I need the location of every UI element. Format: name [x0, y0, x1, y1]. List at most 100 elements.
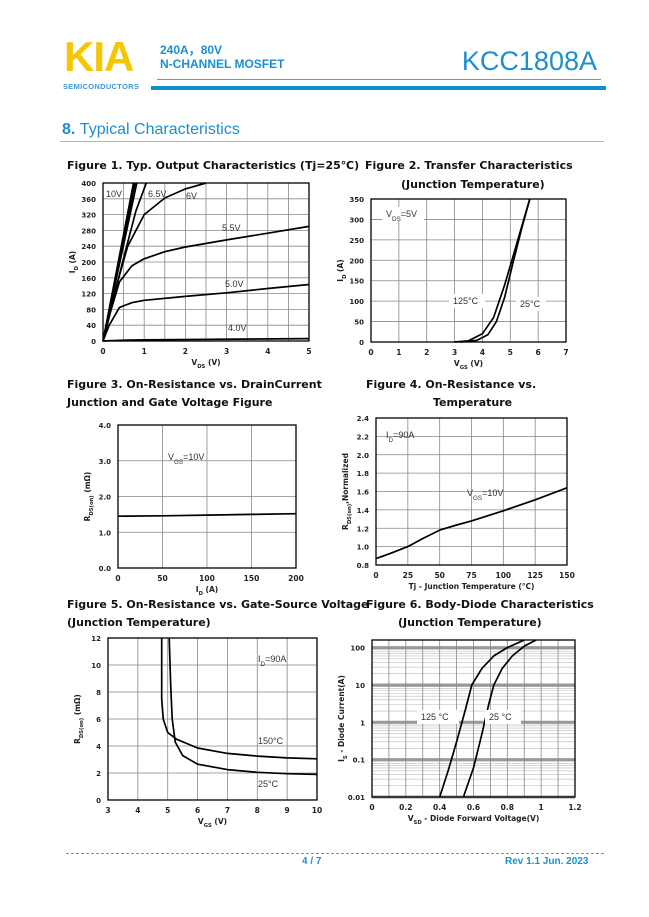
series-line: [460, 198, 531, 343]
chart-annotation-main: V: [168, 452, 174, 462]
y-tick-label: 200: [349, 257, 364, 265]
chart-annotation: 6.5V: [148, 189, 167, 199]
plot-border: [371, 639, 576, 798]
chart-annotation-subscript: D: [389, 437, 394, 444]
x-tick-label: 3: [105, 806, 110, 815]
logo-subtitle: SEMICONDUCTORS: [63, 82, 140, 91]
chart-annotation-subscript: D: [261, 661, 266, 668]
y-axis-label-suffix: (A): [336, 259, 345, 274]
y-tick-label: 0.8: [357, 562, 370, 570]
x-tick-label: 1.2: [568, 803, 581, 812]
x-axis-label: VGS (V): [454, 359, 483, 371]
x-tick-label: 2: [424, 348, 429, 357]
y-tick-label: 80: [86, 306, 96, 314]
y-tick-label: 0.01: [348, 794, 365, 802]
chart-annotation-main: 125°C: [453, 296, 479, 306]
figure-6-title: Figure 6. Body-Diode Characteristics: [366, 598, 594, 611]
x-tick-label: 0: [368, 348, 373, 357]
y-tick-label: 350: [349, 196, 364, 204]
y-tick-label: 100: [350, 645, 365, 653]
y-tick-label: 0: [91, 338, 96, 346]
x-tick-label: 100: [496, 571, 512, 580]
chart-annotation-main: 25°C: [258, 779, 279, 789]
chart-annotation-main: V: [467, 488, 473, 498]
figure-1-chart: 0 1 2 3 4 5 0 40 80 120 160 200 240 280 320 360 400 VDS (…: [68, 180, 312, 370]
figure-3-subtitle: Junction and Gate Voltage Figure: [67, 396, 273, 409]
spec-type: N-CHANNEL MOSFET: [160, 57, 285, 71]
y-tick-label: 3.0: [99, 458, 112, 466]
chart-annotation-suffix: =10V: [183, 452, 204, 462]
section-number: 8.: [62, 121, 76, 138]
x-axis-label-suffix: (V): [468, 359, 483, 368]
x-tick-label: 6: [536, 348, 541, 357]
y-tick-label: 320: [81, 212, 96, 220]
x-axis-label-suffix: (V): [205, 358, 220, 367]
chart-annotation: 6V: [186, 191, 197, 201]
x-tick-label: 9: [285, 806, 290, 815]
x-axis-label: VDS (V): [191, 358, 220, 370]
y-tick-label: 1: [360, 719, 365, 727]
plot-border: [107, 637, 318, 801]
y-tick-label: 280: [81, 227, 96, 235]
x-tick-label: 6: [195, 806, 200, 815]
y-tick-label: 12: [91, 635, 101, 643]
y-tick-label: 120: [81, 291, 96, 299]
x-tick-label: 5: [165, 806, 170, 815]
x-axis-label: Tj - Junction Temperature (°C): [409, 582, 535, 591]
y-tick-label: 250: [349, 237, 364, 245]
plot-border: [117, 424, 297, 569]
y-tick-label: 200: [81, 259, 96, 267]
chart-annotation: 5.0V: [225, 279, 244, 289]
chart-annotation-suffix: =5V: [401, 209, 417, 219]
x-axis-label-main: Tj - Junction Temperature (°C): [409, 582, 535, 591]
y-axis-label-main: R: [341, 524, 350, 530]
x-tick-label: 0: [373, 571, 378, 580]
y-axis-label: ID (A): [336, 259, 348, 281]
x-tick-label: 0: [369, 803, 374, 812]
section-underline: [60, 141, 604, 142]
x-axis-label: VSD - Diode Forward Voltage(V): [408, 814, 540, 826]
y-axis-label-main: I: [337, 759, 346, 762]
footer-divider: [66, 853, 604, 854]
x-axis-label-main: V: [408, 814, 414, 823]
annotation-background: [382, 207, 424, 221]
chart-annotation-suffix: =90A: [393, 430, 414, 440]
chart-annotation-main: I: [386, 430, 389, 440]
revision-date: Rev 1.1 Jun. 2023: [505, 856, 589, 867]
chart-annotation-main: 6.5V: [148, 189, 167, 199]
y-tick-label: 240: [81, 243, 96, 251]
series-line: [102, 182, 207, 342]
x-axis-label-subscript: DS: [197, 364, 205, 370]
series-line: [117, 512, 297, 518]
y-tick-label: 1.4: [357, 507, 370, 515]
x-tick-label: 0.6: [467, 803, 480, 812]
figure-6-subtitle: (Junction Temperature): [398, 616, 542, 629]
figure-6-chart: 0 0.2 0.4 0.6 0.8 1 1.2 0.01 0.1 1 10 100 VSD - Diod…: [337, 639, 582, 826]
x-tick-label: 5: [508, 348, 513, 357]
figure-4-subtitle: Temperature: [433, 396, 513, 409]
x-axis-label-subscript: SD: [414, 820, 423, 826]
y-axis-label-suffix: - Diode Current(A): [337, 675, 346, 755]
y-axis-label-subscript: D: [74, 265, 80, 270]
figure-5-title: Figure 5. On-Resistance vs. Gate-Source …: [67, 598, 369, 611]
x-axis-label: ID (A): [196, 585, 218, 597]
y-tick-label: 160: [81, 275, 96, 283]
y-tick-label: 0: [96, 797, 101, 805]
chart-annotation: ID=90A: [258, 654, 286, 668]
x-axis-label-main: V: [191, 358, 197, 367]
annotation-background: [516, 297, 546, 311]
annotation-background: [417, 710, 459, 724]
y-axis-label: RDS(on),Normalized: [341, 453, 353, 530]
chart-annotation: 25 °C: [489, 712, 512, 722]
y-axis-label-main: R: [83, 515, 92, 521]
page-number: 4 / 7: [302, 856, 322, 867]
x-axis-label-suffix: - Diode Forward Voltage(V): [422, 814, 540, 823]
y-tick-label: 1.2: [357, 525, 370, 533]
x-tick-label: 4: [480, 348, 485, 357]
y-tick-label: 2.0: [357, 452, 370, 460]
x-tick-label: 8: [255, 806, 260, 815]
y-axis-label-subscript: DS(on): [347, 504, 353, 524]
series-line: [375, 487, 568, 560]
chart-annotation: 25°C: [520, 299, 541, 309]
annotation-background: [485, 710, 521, 724]
